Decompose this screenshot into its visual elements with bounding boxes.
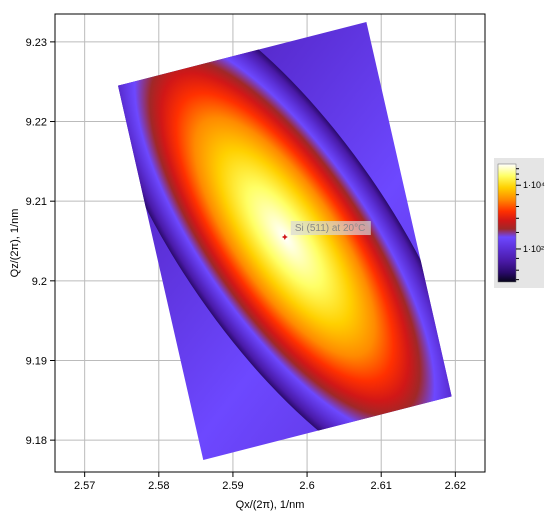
colorbar-tick-label: 1·10⁴ — [523, 180, 545, 190]
y-tick-label: 9.22 — [26, 117, 47, 129]
colorbar — [498, 164, 516, 282]
y-axis-label: Qz/(2π), 1/nm — [9, 209, 21, 278]
y-tick-label: 9.2 — [32, 276, 47, 288]
annotation-text: Si (511) at 20°C — [295, 223, 366, 234]
x-tick-label: 2.61 — [370, 480, 391, 492]
y-tick-label: 9.19 — [26, 355, 47, 367]
x-tick-label: 2.58 — [148, 480, 169, 492]
x-tick-label: 2.59 — [222, 480, 243, 492]
y-tick-label: 9.18 — [26, 435, 47, 447]
x-axis-label: Qx/(2π), 1/nm — [236, 499, 305, 511]
y-tick-label: 9.21 — [26, 196, 47, 208]
y-tick-label: 9.23 — [26, 37, 47, 49]
x-tick-label: 2.57 — [74, 480, 95, 492]
colorbar-tick-label: 1·10² — [523, 244, 544, 254]
x-tick-label: 2.6 — [299, 480, 314, 492]
x-tick-label: 2.62 — [445, 480, 466, 492]
